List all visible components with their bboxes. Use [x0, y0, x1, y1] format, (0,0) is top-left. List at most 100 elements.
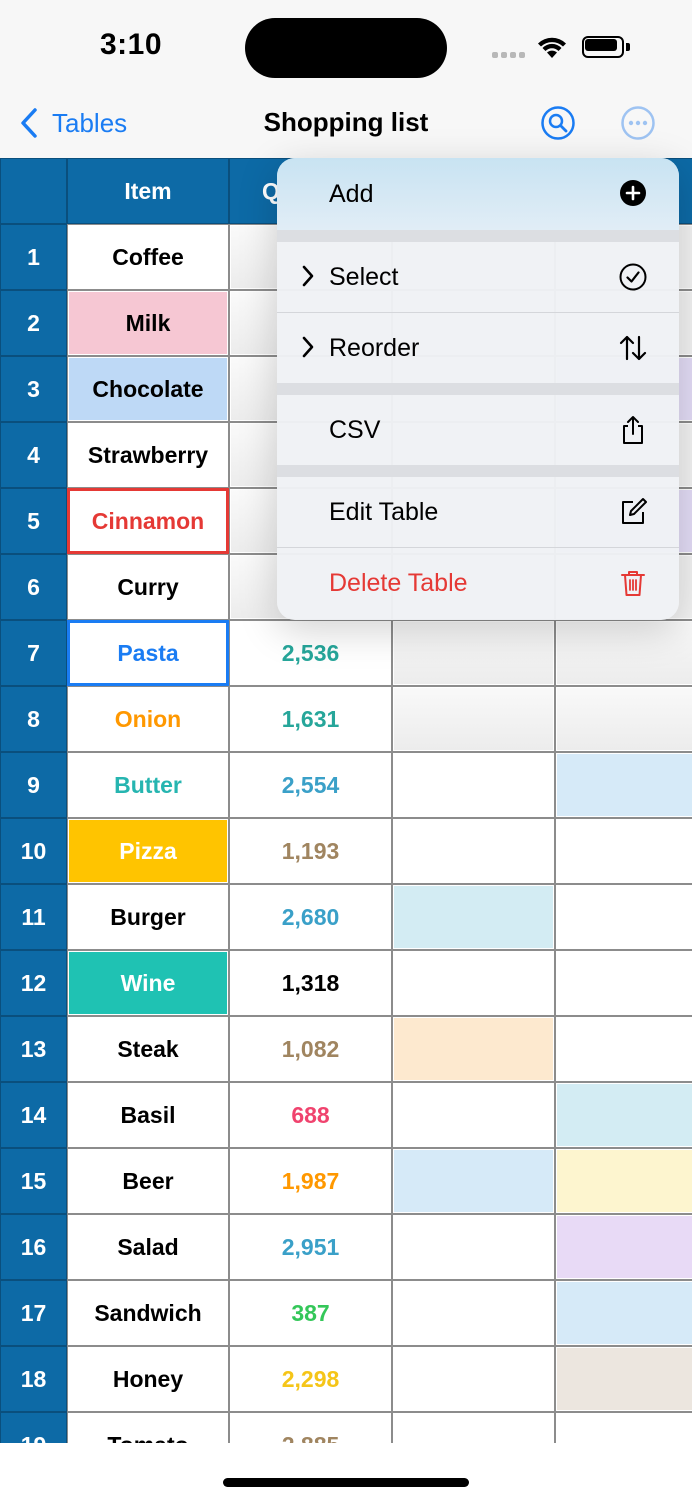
row-number: 17 — [0, 1280, 67, 1346]
home-area — [0, 1443, 692, 1500]
table-cell-quantity[interactable]: 2,298 — [229, 1346, 392, 1412]
table-cell-quantity[interactable]: 1,082 — [229, 1016, 392, 1082]
row-number: 8 — [0, 686, 67, 752]
table-cell-quantity[interactable]: 2,554 — [229, 752, 392, 818]
chevron-right-icon — [302, 265, 314, 287]
table-cell[interactable] — [392, 818, 555, 884]
table-cell[interactable] — [555, 686, 692, 752]
back-button[interactable]: Tables — [18, 105, 127, 141]
wifi-icon — [538, 37, 566, 58]
table-cell-item[interactable]: Onion — [67, 686, 229, 752]
row-number: 19 — [0, 1412, 67, 1443]
table-cell[interactable] — [392, 686, 555, 752]
table-cell-item[interactable]: Sandwich — [67, 1280, 229, 1346]
row-number: 1 — [0, 224, 67, 290]
status-bar: 3:10 — [0, 0, 692, 95]
table-cell-quantity[interactable]: 1,318 — [229, 950, 392, 1016]
table-cell[interactable] — [555, 818, 692, 884]
table-cell-item[interactable]: Chocolate — [67, 356, 229, 422]
menu-item-label: Select — [329, 262, 399, 291]
table-cell-item[interactable]: Milk — [67, 290, 229, 356]
table-cell-item[interactable]: Cinnamon — [67, 488, 229, 554]
table-cell[interactable] — [555, 1214, 692, 1280]
menu-item-select[interactable]: Select — [277, 242, 679, 312]
table-cell[interactable] — [392, 884, 555, 950]
search-icon[interactable] — [540, 105, 576, 141]
menu-item-edit-table[interactable]: Edit Table — [277, 477, 679, 547]
menu-item-add[interactable]: Add — [277, 158, 679, 230]
menu-item-reorder[interactable]: Reorder — [277, 313, 679, 383]
table-cell-item[interactable]: Salad — [67, 1214, 229, 1280]
cellular-signal-icon — [492, 44, 526, 58]
table-cell[interactable] — [555, 1082, 692, 1148]
table-cell-item[interactable]: Steak — [67, 1016, 229, 1082]
table-cell[interactable] — [392, 1214, 555, 1280]
table-cell[interactable] — [555, 884, 692, 950]
menu-item-label: Reorder — [329, 333, 420, 362]
table-cell-item[interactable]: Butter — [67, 752, 229, 818]
table-cell-quantity[interactable]: 1,631 — [229, 686, 392, 752]
menu-item-delete-table[interactable]: Delete Table — [277, 548, 679, 618]
row-number: 18 — [0, 1346, 67, 1412]
table-cell-item[interactable]: Pasta — [67, 620, 229, 686]
share-icon — [623, 416, 643, 444]
row-number: 13 — [0, 1016, 67, 1082]
table-cell-quantity[interactable]: 387 — [229, 1280, 392, 1346]
more-options-icon[interactable] — [620, 105, 656, 141]
table-cell-item[interactable]: Honey — [67, 1346, 229, 1412]
trash-icon — [621, 571, 645, 596]
table-cell[interactable] — [555, 1346, 692, 1412]
table-cell-quantity[interactable]: 2,536 — [229, 620, 392, 686]
table-cell[interactable] — [392, 950, 555, 1016]
menu-separator — [277, 465, 679, 477]
menu-separator — [277, 547, 679, 548]
table-cell[interactable] — [555, 1016, 692, 1082]
home-indicator[interactable] — [223, 1478, 469, 1487]
table-cell[interactable] — [392, 752, 555, 818]
table-cell-item[interactable]: Coffee — [67, 224, 229, 290]
table-cell[interactable] — [555, 1412, 692, 1443]
table-cell-item[interactable]: Wine — [67, 950, 229, 1016]
menu-separator — [277, 312, 679, 313]
table-cell-quantity[interactable]: 688 — [229, 1082, 392, 1148]
table-cell-item[interactable]: Pizza — [67, 818, 229, 884]
table-cell-quantity[interactable]: 2,951 — [229, 1214, 392, 1280]
table-cell[interactable] — [392, 620, 555, 686]
row-number: 2 — [0, 290, 67, 356]
table-cell-item[interactable]: Tomato — [67, 1412, 229, 1443]
row-number: 15 — [0, 1148, 67, 1214]
table-cell-quantity[interactable]: 2,680 — [229, 884, 392, 950]
table-cell[interactable] — [392, 1412, 555, 1443]
menu-item-label: Add — [329, 179, 374, 208]
menu-item-csv[interactable]: CSV — [277, 395, 679, 465]
checkmark-circle-icon — [619, 263, 647, 291]
table-cell[interactable] — [555, 1280, 692, 1346]
navigation-bar: Tables Shopping list — [0, 95, 692, 158]
table-cell-item[interactable]: Beer — [67, 1148, 229, 1214]
dynamic-island — [245, 18, 447, 78]
table-cell-quantity[interactable]: 1,987 — [229, 1148, 392, 1214]
table-cell[interactable] — [392, 1082, 555, 1148]
table-cell[interactable] — [392, 1148, 555, 1214]
plus-circle-icon — [620, 180, 646, 206]
table-cell[interactable] — [555, 950, 692, 1016]
row-number: 10 — [0, 818, 67, 884]
table-cell-quantity[interactable]: 1,193 — [229, 818, 392, 884]
table-cell-item[interactable]: Basil — [67, 1082, 229, 1148]
table-cell-item[interactable]: Strawberry — [67, 422, 229, 488]
table-cell[interactable] — [392, 1280, 555, 1346]
row-number: 12 — [0, 950, 67, 1016]
status-time: 3:10 — [100, 28, 163, 61]
table-cell-quantity[interactable]: 2,885 — [229, 1412, 392, 1443]
table-cell[interactable] — [555, 752, 692, 818]
table-cell[interactable] — [392, 1016, 555, 1082]
table-cell[interactable] — [555, 620, 692, 686]
table-cell[interactable] — [555, 1148, 692, 1214]
row-number: 9 — [0, 752, 67, 818]
table-cell-item[interactable]: Burger — [67, 884, 229, 950]
table-cell[interactable] — [392, 1346, 555, 1412]
row-number: 14 — [0, 1082, 67, 1148]
column-header-item[interactable]: Item — [67, 158, 229, 224]
battery-icon — [582, 36, 630, 58]
table-cell-item[interactable]: Curry — [67, 554, 229, 620]
